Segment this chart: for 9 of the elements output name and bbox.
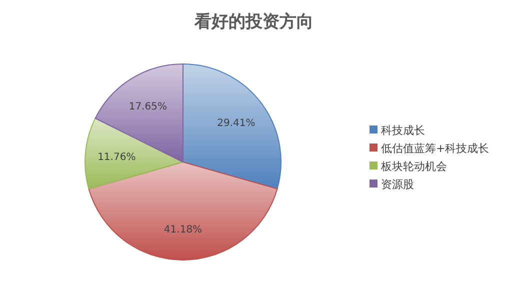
- legend-label: 低估值蓝筹+科技成长: [381, 142, 490, 155]
- data-label: 11.76%: [98, 152, 136, 163]
- data-label: 29.41%: [217, 118, 256, 129]
- data-label: 41.18%: [164, 224, 202, 236]
- data-label: 17.65%: [128, 101, 167, 112]
- legend-label: 资源股: [381, 178, 414, 191]
- chart-title: 看好的投资方向: [194, 12, 314, 31]
- legend-label: 板块轮动机会: [380, 160, 447, 173]
- legend-label: 科技成长: [381, 124, 425, 137]
